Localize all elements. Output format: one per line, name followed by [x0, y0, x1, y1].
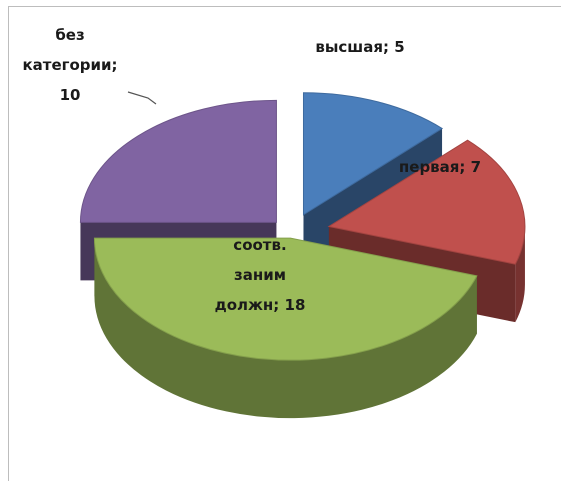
- pie-top-faces: [79, 92, 526, 361]
- data-label-0: высшая; 5: [315, 38, 404, 56]
- slice-side-1: [515, 226, 525, 323]
- pie-slice-1: [327, 139, 526, 265]
- leader-line-bez-kategorii: [127, 91, 157, 105]
- data-labels: высшая; 5 первая; 7 соотв. заним должн; 18 бе…: [22, 26, 481, 314]
- pie-slice-2: [93, 237, 478, 361]
- data-label-3: без категории; 10: [22, 26, 117, 104]
- data-label-2: соотв. заним должн; 18: [215, 236, 306, 314]
- slice-side-2: [94, 238, 477, 419]
- pie-slice-0: [302, 92, 444, 216]
- data-label-1: первая; 7: [399, 158, 481, 176]
- leader-lines: [127, 91, 157, 105]
- pie-slice-3: [79, 99, 277, 223]
